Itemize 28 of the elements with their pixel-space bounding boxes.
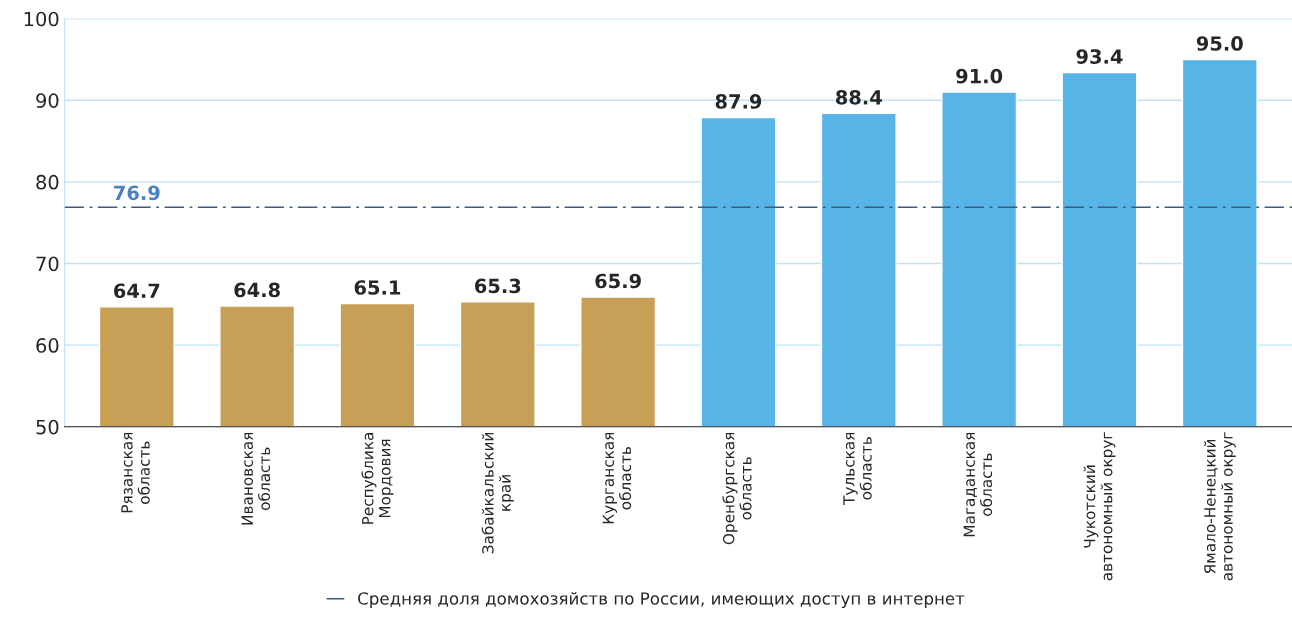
data-label: 95.0 — [1196, 36, 1243, 51]
legend-label: Средняя доля домохозяйств по России, имеющих доступ в интернет — [358, 591, 965, 608]
x-tick-label: Тульская область — [843, 432, 872, 505]
data-label: 65.3 — [475, 278, 521, 294]
x-tick-label: Забайкальский край — [481, 433, 514, 554]
x-tick-label: Курганская область — [602, 432, 632, 524]
y-tick-label: 60 — [36, 338, 59, 353]
y-tick-label: 100 — [24, 11, 59, 27]
y-tick-label: 80 — [36, 174, 59, 190]
x-tick-label: Ямало-Ненецкий автономный округ — [1203, 432, 1236, 581]
y-tick-label: 70 — [36, 256, 59, 272]
data-label: 65.1 — [354, 280, 401, 295]
data-label: 93.4 — [1076, 49, 1123, 64]
x-tick-label: Республика Мордовия — [361, 433, 394, 524]
x-tick-label: Ивановская область — [241, 432, 271, 525]
data-label: 64.7 — [114, 283, 160, 299]
x-tick-label: Рязанская область — [121, 432, 150, 513]
y-tick-label: 90 — [36, 93, 59, 108]
data-label: 65.9 — [595, 273, 641, 289]
x-tick-label: Чукотский автономный округ — [1083, 432, 1116, 581]
data-label: 88.4 — [836, 89, 882, 105]
x-tick-label: Оренбургская область — [722, 432, 752, 545]
data-label: 64.8 — [234, 282, 280, 298]
x-tick-label: Магаданская область — [963, 432, 993, 537]
annotation: 76.9 — [114, 185, 160, 201]
data-label: 87.9 — [715, 94, 762, 109]
data-label: 91.0 — [956, 68, 1003, 84]
y-tick-label: 50 — [36, 419, 59, 435]
